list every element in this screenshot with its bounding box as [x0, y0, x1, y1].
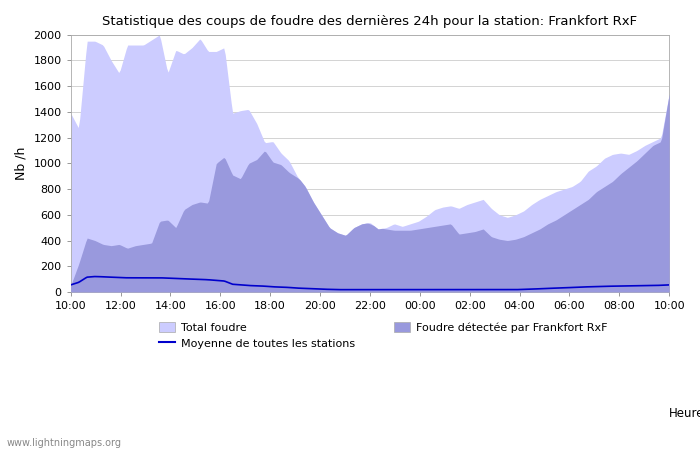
- Y-axis label: Nb /h: Nb /h: [15, 147, 28, 180]
- Text: Heure: Heure: [668, 407, 700, 420]
- Text: www.lightningmaps.org: www.lightningmaps.org: [7, 438, 122, 448]
- Legend: Total foudre, Moyenne de toutes les stations, Foudre détectée par Frankfort RxF: Total foudre, Moyenne de toutes les stat…: [154, 317, 612, 353]
- Title: Statistique des coups de foudre des dernières 24h pour la station: Frankfort RxF: Statistique des coups de foudre des dern…: [102, 15, 638, 28]
